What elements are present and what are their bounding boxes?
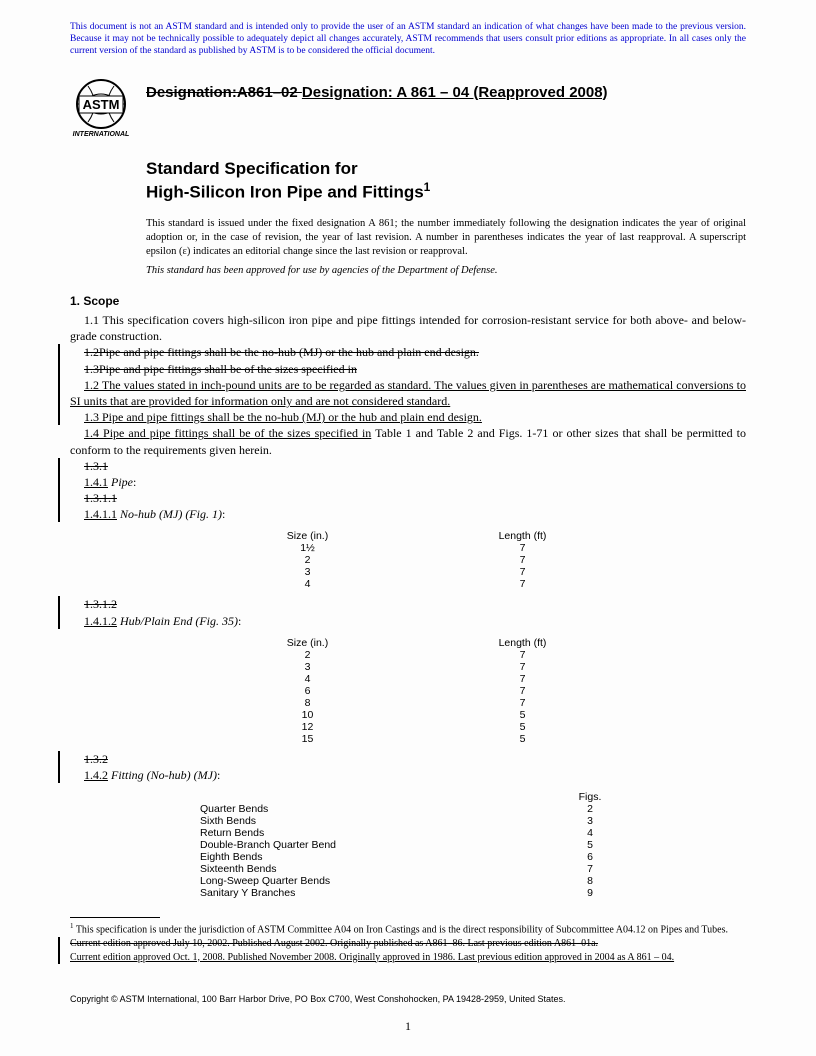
td: 7 [415, 685, 630, 697]
para-1-3-new: 1.3 Pipe and pipe fittings shall be the … [70, 409, 746, 425]
td: Eighth Bends [200, 851, 550, 863]
n-1-4-1: 1.4.1 Pipe: [70, 474, 746, 490]
th: Size (in.) [200, 530, 415, 542]
td: Quarter Bends [200, 803, 550, 815]
td: 7 [415, 697, 630, 709]
n-1-3-2: 1.3.2 [70, 751, 746, 767]
td: 15 [200, 733, 415, 745]
para-1-4: 1.4 Pipe and pipe fittings shall be of t… [70, 425, 746, 457]
td: Sixth Bends [200, 815, 550, 827]
td: 7 [415, 649, 630, 661]
td: Sixteenth Bends [200, 863, 550, 875]
footnote-rule [70, 917, 160, 918]
td: 2 [550, 803, 630, 815]
th: Size (in.) [200, 637, 415, 649]
svg-text:INTERNATIONAL: INTERNATIONAL [73, 131, 130, 138]
td: 7 [415, 566, 630, 578]
n-1-3-1-1: 1.3.1.1 [70, 490, 746, 506]
n-1-3-1: 1.3.1 [70, 458, 746, 474]
doc-title: Standard Specification for High-Silicon … [146, 158, 746, 204]
td: 5 [550, 839, 630, 851]
td: 5 [415, 721, 630, 733]
td: 10 [200, 709, 415, 721]
para-1-3-struck: 1.3Pipe and pipe fittings shall be of th… [70, 361, 746, 377]
footnote-1: 1 This specification is under the jurisd… [70, 922, 746, 937]
n-1-3-1-2: 1.3.1.2 [70, 596, 746, 612]
td: 7 [415, 542, 630, 554]
td: 4 [200, 673, 415, 685]
table-hubplain: Size (in.)Length (ft) 27 37 47 67 87 105… [200, 637, 630, 745]
th: Length (ft) [415, 637, 630, 649]
td: 6 [550, 851, 630, 863]
n-1-4-2: 1.4.2 Fitting (No-hub) (MJ): [70, 767, 746, 783]
header-row: ASTM INTERNATIONAL Designation:A861–02 D… [70, 78, 746, 140]
title-line2: High-Silicon Iron Pipe and Fittings [146, 182, 424, 201]
para-1-2-struck: 1.2Pipe and pipe fittings shall be the n… [70, 344, 746, 360]
designation-line: Designation:A861–02 Designation: A 861 –… [146, 78, 608, 101]
footnote-new: Current edition approved Oct. 1, 2008. P… [70, 951, 746, 965]
td: 1½ [200, 542, 415, 554]
td: Long-Sweep Quarter Bends [200, 875, 550, 887]
designation-new: Designation: A 861 – 04 (Reapproved 2008… [302, 84, 608, 101]
astm-logo: ASTM INTERNATIONAL [70, 78, 132, 140]
td: 2 [200, 649, 415, 661]
td: 9 [550, 887, 630, 899]
td: 8 [550, 875, 630, 887]
td: 4 [550, 827, 630, 839]
para-1-1: 1.1 This specification covers high-silic… [70, 312, 746, 344]
td: Double-Branch Quarter Bend [200, 839, 550, 851]
td: 3 [550, 815, 630, 827]
td: 3 [200, 661, 415, 673]
td: 2 [200, 554, 415, 566]
td: 7 [415, 673, 630, 685]
para-1-2-new: 1.2 The values stated in inch-pound unit… [70, 377, 746, 409]
header-notice: This document is not an ASTM standard an… [70, 22, 746, 58]
td: 4 [200, 578, 415, 590]
title-sup: 1 [424, 180, 431, 194]
boilerplate-2: This standard has been approved for use … [146, 264, 746, 278]
page-number: 1 [0, 1019, 816, 1034]
boilerplate-1: This standard is issued under the fixed … [146, 217, 746, 258]
copyright: Copyright © ASTM International, 100 Barr… [70, 994, 746, 1004]
th: Length (ft) [415, 530, 630, 542]
scope-head: 1. Scope [70, 294, 746, 308]
td: 3 [200, 566, 415, 578]
td: 8 [200, 697, 415, 709]
change-bar-footnote: Current edition approved July 10, 2002. … [58, 937, 746, 964]
td: 12 [200, 721, 415, 733]
title-line1: Standard Specification for [146, 159, 358, 178]
table-fittings: Figs. Quarter Bends2 Sixth Bends3 Return… [200, 791, 630, 899]
change-bar-3: 1.3.1.2 1.4.1.2 Hub/Plain End (Fig. 35): [58, 596, 746, 628]
td: 5 [415, 733, 630, 745]
designation-old: Designation:A861–02 [146, 84, 302, 101]
th: Figs. [550, 791, 630, 803]
change-bar-1: 1.2Pipe and pipe fittings shall be the n… [58, 344, 746, 425]
td: Sanitary Y Branches [200, 887, 550, 899]
title-block: Standard Specification for High-Silicon … [146, 158, 746, 204]
td: 5 [415, 709, 630, 721]
td: Return Bends [200, 827, 550, 839]
change-bar-4: 1.3.2 1.4.2 Fitting (No-hub) (MJ): [58, 751, 746, 783]
svg-text:ASTM: ASTM [83, 97, 120, 112]
td: 6 [200, 685, 415, 697]
td: 7 [415, 578, 630, 590]
n-1-4-1-2: 1.4.1.2 Hub/Plain End (Fig. 35): [70, 613, 746, 629]
n-1-4-1-1: 1.4.1.1 No-hub (MJ) (Fig. 1): [70, 506, 746, 522]
footnote-struck: Current edition approved July 10, 2002. … [70, 937, 746, 951]
td: 7 [415, 554, 630, 566]
td: 7 [415, 661, 630, 673]
td: 7 [550, 863, 630, 875]
change-bar-2: 1.3.1 1.4.1 Pipe: 1.3.1.1 1.4.1.1 No-hub… [58, 458, 746, 523]
table-nohub: Size (in.)Length (ft) 1½7 27 37 47 [200, 530, 630, 590]
